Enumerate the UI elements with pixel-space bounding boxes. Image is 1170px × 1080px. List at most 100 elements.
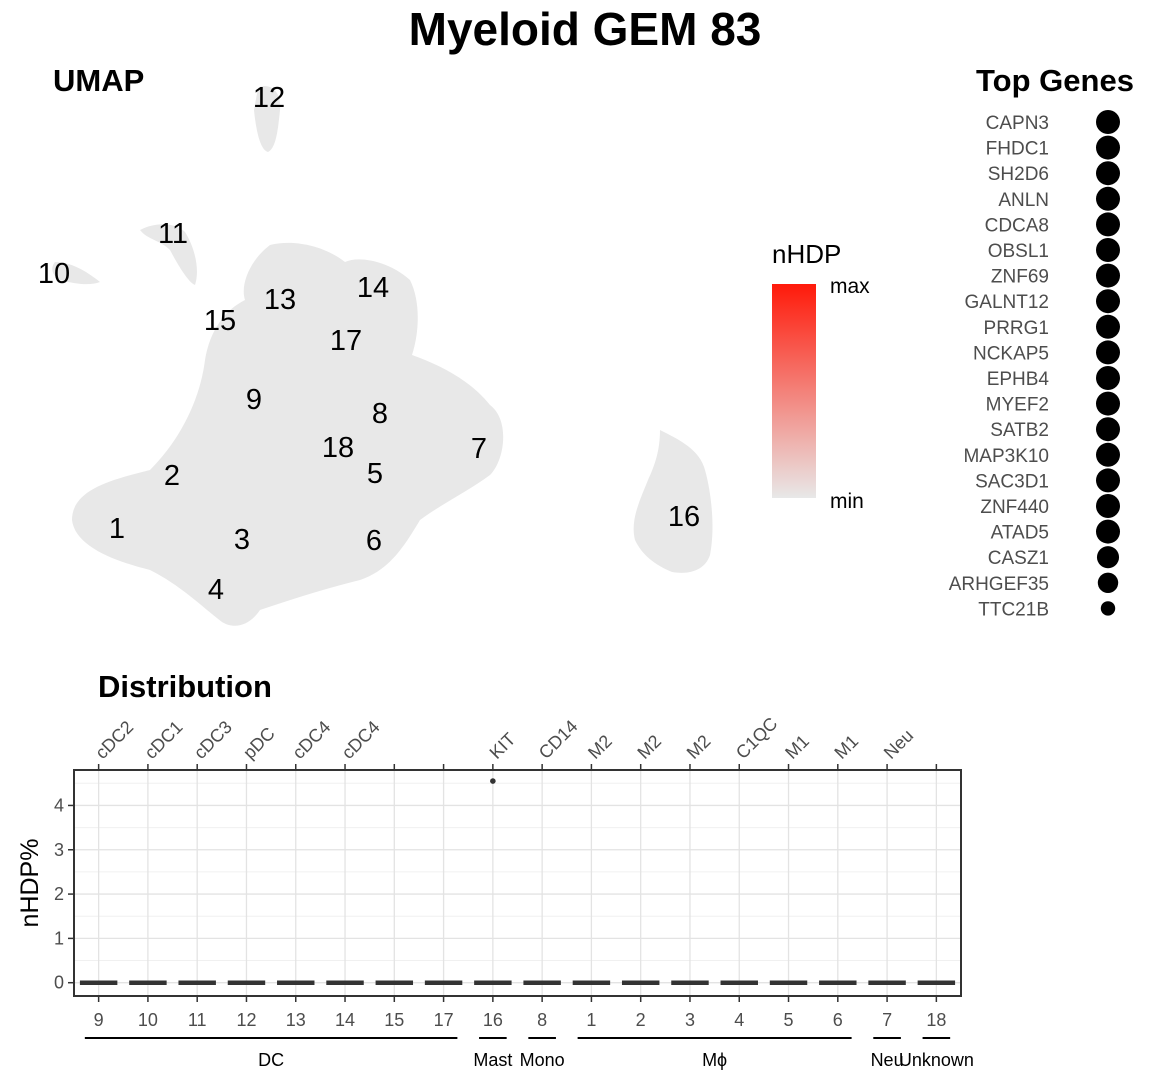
gene-label: OBSL1 bbox=[988, 241, 1049, 262]
gene-dot bbox=[1100, 601, 1116, 616]
y-tick-label: 4 bbox=[54, 795, 64, 815]
x-tick-label: 3 bbox=[685, 1010, 695, 1030]
umap-main-cluster bbox=[72, 242, 504, 626]
outlier-point bbox=[490, 778, 496, 784]
y-tick-label: 3 bbox=[54, 840, 64, 860]
top-axis-labels: cDC2 cDC1 cDC3 pDC cDC4 cDC4 KIT CD14 M2 M2 M2 C1QC… bbox=[91, 713, 938, 770]
top-axis-label: M2 bbox=[633, 731, 665, 763]
umap-cluster-labels: 1 2 3 4 5 6 7 8 9 10 11 12 13 14 15 16 1… bbox=[38, 82, 700, 606]
umap-panel: UMAP 1 2 3 4 5 6 7 8 9 10 11 12 13 bbox=[38, 63, 713, 626]
gene-label: CDCA8 bbox=[985, 215, 1049, 236]
gene-label: ZNF440 bbox=[980, 497, 1049, 518]
umap-title: UMAP bbox=[53, 63, 144, 98]
gene-dot bbox=[1096, 161, 1120, 186]
umap-island-16 bbox=[633, 430, 713, 573]
gene-label: MAP3K10 bbox=[963, 446, 1049, 467]
x-tick-label: 14 bbox=[335, 1010, 355, 1030]
gene-dot bbox=[1096, 417, 1120, 442]
color-legend: nHDP max min bbox=[772, 239, 870, 513]
x-tick-label: 5 bbox=[784, 1010, 794, 1030]
x-tick-label: 8 bbox=[537, 1010, 547, 1030]
legend-colorbar bbox=[772, 284, 816, 498]
x-tick-label: 15 bbox=[384, 1010, 404, 1030]
group-label: Mast bbox=[473, 1050, 512, 1070]
gene-label: MYEF2 bbox=[986, 395, 1049, 416]
x-tick-label: 9 bbox=[94, 1010, 104, 1030]
umap-label-8: 8 bbox=[372, 398, 388, 430]
gene-label: ZNF69 bbox=[991, 267, 1049, 288]
legend-min-label: min bbox=[830, 490, 864, 513]
x-tick-label: 10 bbox=[138, 1010, 158, 1030]
umap-island-10 bbox=[52, 262, 100, 285]
gene-dot bbox=[1096, 366, 1120, 390]
umap-label-2: 2 bbox=[164, 460, 180, 492]
gene-dot bbox=[1096, 391, 1120, 416]
gene-label: SAC3D1 bbox=[975, 471, 1049, 492]
gene-dot bbox=[1096, 340, 1120, 365]
gene-label: GALNT12 bbox=[965, 292, 1049, 313]
umap-label-7: 7 bbox=[471, 433, 487, 465]
top-axis-label: cDC1 bbox=[141, 717, 187, 763]
top-axis-label: M2 bbox=[683, 731, 715, 763]
umap-label-10: 10 bbox=[38, 258, 70, 290]
figure-title: Myeloid GEM 83 bbox=[409, 3, 762, 55]
gene-dot bbox=[1096, 468, 1120, 493]
top-axis-label: C1QC bbox=[732, 713, 782, 763]
y-tick-label: 2 bbox=[54, 884, 64, 904]
gene-label: CASZ1 bbox=[988, 548, 1049, 569]
y-tick-label: 0 bbox=[54, 973, 64, 993]
legend-title: nHDP bbox=[772, 239, 841, 269]
umap-label-13: 13 bbox=[264, 284, 296, 316]
gene-dot bbox=[1096, 546, 1120, 569]
gene-dot bbox=[1096, 442, 1120, 467]
x-tick-label: 13 bbox=[286, 1010, 306, 1030]
distribution-title: Distribution bbox=[98, 669, 272, 704]
umap-label-16: 16 bbox=[668, 501, 700, 533]
gene-label: SATB2 bbox=[990, 420, 1049, 441]
gene-label: ANLN bbox=[998, 190, 1049, 211]
x-tick-label: 6 bbox=[833, 1010, 843, 1030]
gene-label: EPHB4 bbox=[987, 369, 1050, 390]
gene-label: ATAD5 bbox=[991, 523, 1049, 544]
box-plots bbox=[79, 778, 956, 985]
plot-border bbox=[73, 769, 962, 997]
umap-label-18: 18 bbox=[322, 432, 354, 464]
umap-label-9: 9 bbox=[246, 384, 262, 416]
top-axis-label: Neu bbox=[880, 725, 917, 762]
x-tick-label: 1 bbox=[586, 1010, 596, 1030]
umap-label-5: 5 bbox=[367, 458, 383, 490]
gene-dot bbox=[1096, 135, 1120, 160]
umap-label-14: 14 bbox=[357, 272, 389, 304]
top-axis-label: cDC2 bbox=[91, 717, 137, 763]
x-tick-label: 11 bbox=[188, 1010, 207, 1030]
y-axis-label: nHDP% bbox=[16, 839, 44, 928]
gene-label: ARHGEF35 bbox=[949, 574, 1049, 595]
gene-dot bbox=[1096, 494, 1120, 518]
umap-label-3: 3 bbox=[234, 524, 250, 556]
top-axis-label: cDC4 bbox=[288, 717, 334, 763]
x-tick-label: 4 bbox=[734, 1010, 744, 1030]
x-tick-label: 2 bbox=[636, 1010, 646, 1030]
gene-dot bbox=[1096, 314, 1120, 339]
top-axis-label: M2 bbox=[584, 731, 616, 763]
gene-dot bbox=[1096, 186, 1120, 211]
gene-label: CAPN3 bbox=[986, 113, 1049, 134]
x-tick-label: 12 bbox=[236, 1010, 256, 1030]
top-axis-label: CD14 bbox=[535, 716, 582, 763]
y-tick-label: 1 bbox=[54, 928, 64, 948]
y-axis: 0 1 2 3 4 bbox=[54, 795, 74, 993]
gene-dot bbox=[1096, 238, 1120, 262]
gene-dot bbox=[1096, 110, 1120, 134]
top-genes-list: CAPN3 FHDC1 SH2D6 ANLN CDCA8 OBSL1 ZNF69 GALNT1… bbox=[949, 110, 1120, 620]
umap-island-11 bbox=[140, 224, 197, 285]
gene-label: TTC21B bbox=[978, 599, 1049, 620]
umap-label-11: 11 bbox=[158, 218, 188, 250]
top-axis-label: cDC4 bbox=[338, 717, 384, 763]
umap-label-1: 1 bbox=[109, 513, 125, 545]
umap-label-6: 6 bbox=[366, 525, 382, 557]
top-axis-label: KIT bbox=[486, 729, 520, 763]
gene-label: NCKAP5 bbox=[973, 343, 1049, 364]
gene-dot bbox=[1096, 519, 1120, 544]
top-axis-label: cDC3 bbox=[190, 717, 236, 763]
